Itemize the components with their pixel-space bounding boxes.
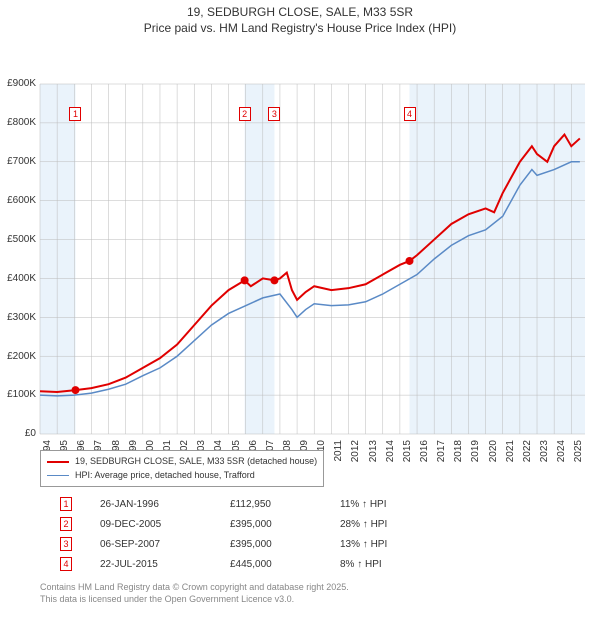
- x-tick-label: 2015: [402, 440, 413, 470]
- x-tick-label: 2013: [368, 440, 379, 470]
- legend-label: HPI: Average price, detached house, Traf…: [75, 469, 255, 483]
- x-tick-label: 2020: [488, 440, 499, 470]
- sales-pct: 13% ↑ HPI: [340, 539, 430, 550]
- sales-pct: 8% ↑ HPI: [340, 559, 430, 570]
- sales-date: 26-JAN-1996: [100, 499, 230, 510]
- x-tick-label: 2024: [556, 440, 567, 470]
- sale-dot: [241, 277, 249, 285]
- x-tick-label: 2017: [436, 440, 447, 470]
- legend-swatch: [47, 461, 69, 463]
- shaded-range: [40, 84, 75, 434]
- sale-marker-2: 2: [239, 107, 251, 121]
- sales-price: £445,000: [230, 559, 340, 570]
- x-tick-label: 2025: [573, 440, 584, 470]
- x-tick-label: 2021: [505, 440, 516, 470]
- sales-pct: 11% ↑ HPI: [340, 499, 430, 510]
- x-tick-label: 2023: [539, 440, 550, 470]
- x-tick-label: 2019: [470, 440, 481, 470]
- sales-table: 1 26-JAN-1996£112,95011% ↑ HPI 2 09-DEC-200…: [60, 494, 430, 574]
- sales-date: 22-JUL-2015: [100, 559, 230, 570]
- chart-legend: 19, SEDBURGH CLOSE, SALE, M33 5SR (detac…: [40, 450, 324, 487]
- legend-label: 19, SEDBURGH CLOSE, SALE, M33 5SR (detac…: [75, 455, 317, 469]
- price-chart: £0 £100K £200K £300K £400K £500K £600K £700K £80…: [0, 38, 600, 498]
- sale-dot: [406, 257, 414, 265]
- sales-marker: 3: [60, 537, 72, 551]
- y-tick-label: £900K: [0, 78, 36, 89]
- title-subtitle: Price paid vs. HM Land Registry's House …: [0, 20, 600, 36]
- attribution-footer: Contains HM Land Registry data © Crown c…: [40, 582, 349, 605]
- legend-row: 19, SEDBURGH CLOSE, SALE, M33 5SR (detac…: [47, 455, 317, 469]
- sales-marker: 1: [60, 497, 72, 511]
- y-tick-label: £300K: [0, 312, 36, 323]
- footer-line-1: Contains HM Land Registry data © Crown c…: [40, 582, 349, 594]
- legend-swatch: [47, 475, 69, 476]
- x-tick-label: 2016: [419, 440, 430, 470]
- chart-svg: [0, 38, 600, 498]
- legend-row: HPI: Average price, detached house, Traf…: [47, 469, 317, 483]
- sales-marker: 2: [60, 517, 72, 531]
- sales-marker: 4: [60, 557, 72, 571]
- sales-row: 4 22-JUL-2015£445,0008% ↑ HPI: [60, 554, 430, 574]
- y-tick-label: £100K: [0, 389, 36, 400]
- sales-pct: 28% ↑ HPI: [340, 519, 430, 530]
- sales-date: 09-DEC-2005: [100, 519, 230, 530]
- x-tick-label: 2022: [522, 440, 533, 470]
- x-tick-label: 2012: [350, 440, 361, 470]
- x-tick-label: 2011: [333, 440, 344, 470]
- title-address: 19, SEDBURGH CLOSE, SALE, M33 5SR: [0, 4, 600, 20]
- sales-date: 06-SEP-2007: [100, 539, 230, 550]
- shaded-range: [245, 84, 275, 434]
- y-tick-label: £400K: [0, 273, 36, 284]
- sale-marker-1: 1: [69, 107, 81, 121]
- shaded-range: [410, 84, 585, 434]
- sales-price: £112,950: [230, 499, 340, 510]
- y-tick-label: £500K: [0, 234, 36, 245]
- sale-marker-3: 3: [268, 107, 280, 121]
- y-tick-label: £800K: [0, 117, 36, 128]
- y-tick-label: £700K: [0, 156, 36, 167]
- sales-row: 1 26-JAN-1996£112,95011% ↑ HPI: [60, 494, 430, 514]
- sales-row: 3 06-SEP-2007£395,00013% ↑ HPI: [60, 534, 430, 554]
- x-tick-label: 2018: [453, 440, 464, 470]
- y-tick-label: £0: [0, 428, 36, 439]
- x-tick-label: 2014: [385, 440, 396, 470]
- sale-marker-4: 4: [404, 107, 416, 121]
- y-tick-label: £200K: [0, 351, 36, 362]
- sale-dot: [270, 277, 278, 285]
- footer-line-2: This data is licensed under the Open Gov…: [40, 594, 349, 606]
- sales-price: £395,000: [230, 519, 340, 530]
- y-tick-label: £600K: [0, 195, 36, 206]
- sale-dot: [71, 386, 79, 394]
- sales-price: £395,000: [230, 539, 340, 550]
- sales-row: 2 09-DEC-2005£395,00028% ↑ HPI: [60, 514, 430, 534]
- title-block: 19, SEDBURGH CLOSE, SALE, M33 5SR Price …: [0, 0, 600, 38]
